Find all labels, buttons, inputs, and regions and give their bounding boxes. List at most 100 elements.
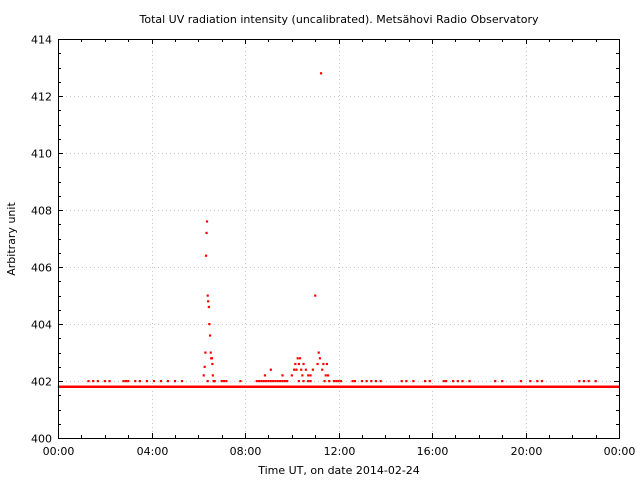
scatter-point bbox=[87, 380, 90, 383]
scatter-point bbox=[587, 380, 590, 383]
spike-point bbox=[206, 294, 209, 297]
scatter-point bbox=[494, 380, 497, 383]
spike-point bbox=[204, 254, 208, 257]
scatter-point bbox=[260, 380, 263, 383]
y-tick-label: 414 bbox=[31, 34, 52, 47]
scatter-point bbox=[501, 380, 504, 383]
chart-title: Total UV radiation intensity (uncalibrat… bbox=[139, 13, 539, 26]
scatter-point bbox=[328, 380, 331, 383]
scatter-point bbox=[578, 380, 581, 383]
spike-point bbox=[294, 362, 297, 366]
scatter-point bbox=[206, 380, 209, 383]
scatter-point bbox=[337, 380, 340, 383]
scatter-point bbox=[323, 380, 326, 383]
spike-point bbox=[205, 231, 208, 234]
spike-point bbox=[210, 357, 214, 360]
spike-point bbox=[298, 357, 302, 360]
spike-point bbox=[207, 300, 210, 303]
scatter-point bbox=[445, 380, 448, 383]
spike-point bbox=[208, 323, 211, 326]
spike-point bbox=[205, 220, 209, 223]
scatter-point bbox=[309, 380, 312, 383]
scatter-point bbox=[456, 380, 459, 383]
scatter-point bbox=[279, 380, 282, 383]
spike-point bbox=[209, 351, 212, 354]
scatter-point bbox=[332, 380, 336, 383]
scatter-point bbox=[274, 380, 277, 383]
spike-point bbox=[208, 334, 212, 337]
scatter-point bbox=[92, 380, 95, 383]
scatter-point bbox=[405, 380, 408, 383]
spike-point bbox=[263, 374, 267, 377]
scatter-point bbox=[127, 380, 130, 383]
y-tick-label: 406 bbox=[31, 262, 52, 275]
scatter-point bbox=[428, 380, 431, 383]
scatter-point bbox=[374, 380, 378, 383]
spike-point bbox=[325, 362, 329, 366]
spike-point bbox=[318, 357, 321, 360]
scatter-point bbox=[370, 380, 373, 383]
spike-point bbox=[207, 305, 210, 309]
spike-point bbox=[211, 362, 214, 366]
spike-point bbox=[296, 357, 299, 360]
scatter-point bbox=[96, 380, 99, 383]
scatter-point bbox=[265, 380, 268, 383]
spike-point bbox=[211, 374, 214, 377]
spike-point bbox=[213, 380, 216, 383]
scatter-point bbox=[173, 380, 177, 383]
spike-point bbox=[300, 368, 303, 371]
spike-point bbox=[203, 365, 206, 368]
scatter-point bbox=[272, 380, 275, 383]
scatter-point bbox=[166, 380, 170, 383]
y-axis-label: Arbitrary unit bbox=[5, 202, 18, 276]
scatter-point bbox=[276, 380, 279, 383]
spike-point bbox=[301, 374, 304, 377]
y-tick-label: 410 bbox=[31, 148, 52, 161]
x-axis-label: Time UT, on date 2014-02-24 bbox=[257, 464, 420, 477]
scatter-point bbox=[468, 380, 471, 383]
scatter-point bbox=[307, 380, 310, 383]
scatter-point bbox=[400, 380, 403, 383]
spike-point bbox=[204, 351, 207, 354]
scatter-point bbox=[452, 380, 455, 383]
spike-point bbox=[281, 374, 284, 377]
data-points bbox=[57, 72, 620, 388]
scatter-point bbox=[540, 380, 544, 383]
scatter-point bbox=[262, 380, 265, 383]
scatter-point bbox=[286, 380, 289, 383]
scatter-point bbox=[225, 380, 228, 383]
scatter-point bbox=[379, 380, 382, 383]
scatter-point bbox=[461, 380, 464, 383]
spike-point bbox=[326, 374, 330, 377]
spike-point bbox=[311, 368, 314, 371]
scatter-point bbox=[134, 380, 137, 383]
scatter-point bbox=[594, 380, 597, 383]
scatter-point bbox=[423, 380, 427, 383]
x-tick-label: 08:00 bbox=[230, 445, 262, 458]
scatter-point bbox=[412, 380, 415, 383]
spike-point bbox=[319, 72, 323, 75]
spike-point bbox=[290, 374, 293, 377]
scatter-point bbox=[159, 380, 163, 383]
y-tick-label: 404 bbox=[31, 319, 52, 332]
scatter-point bbox=[145, 380, 149, 383]
spike-point bbox=[322, 362, 325, 366]
scatter-point bbox=[108, 380, 111, 383]
scatter-point bbox=[582, 380, 586, 383]
spike-point bbox=[304, 368, 307, 371]
scatter-point bbox=[529, 380, 532, 383]
scatter-point bbox=[124, 380, 127, 383]
scatter-point bbox=[360, 380, 364, 383]
scatter-point bbox=[220, 380, 223, 383]
scatter-point bbox=[351, 380, 354, 383]
spike-point bbox=[307, 374, 310, 377]
scatter-point bbox=[258, 380, 261, 383]
scatter-point bbox=[281, 380, 284, 383]
scatter-point bbox=[138, 380, 142, 383]
scatter-point bbox=[297, 380, 300, 383]
scatter-point bbox=[152, 380, 156, 383]
scatter-point bbox=[353, 380, 357, 383]
axis-ticks bbox=[58, 39, 620, 439]
y-tick-label: 408 bbox=[31, 205, 52, 218]
